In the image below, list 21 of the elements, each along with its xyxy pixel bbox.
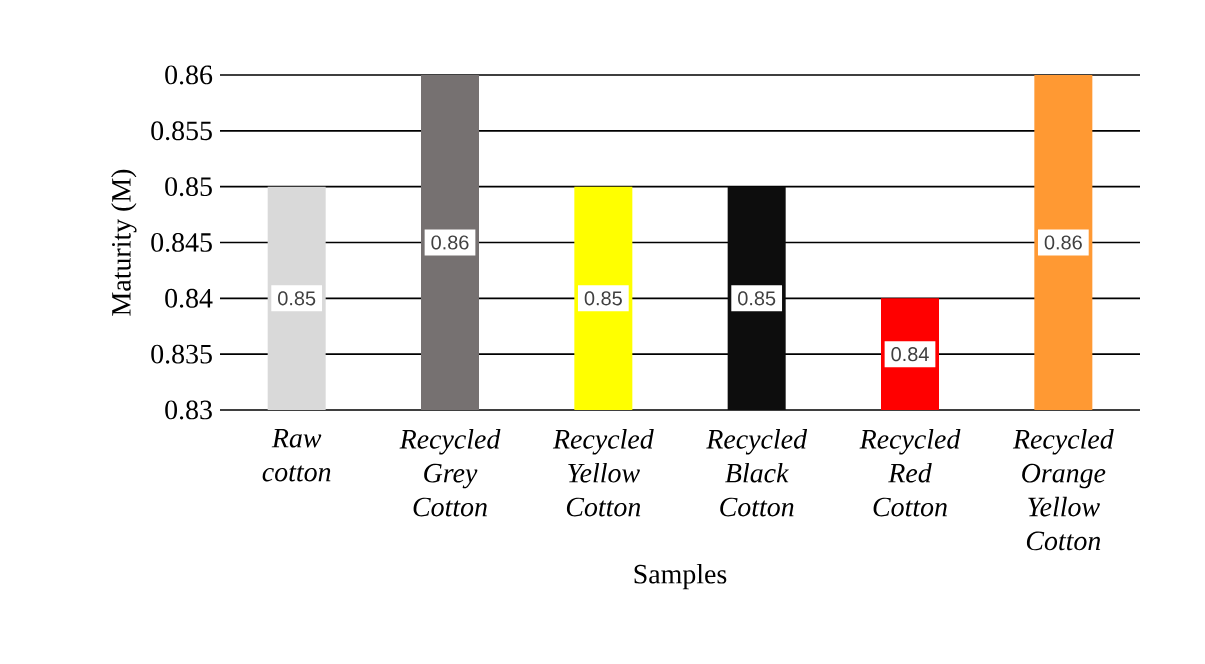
data-label: 0.86	[1044, 235, 1082, 250]
y-tick-label: 0.845	[151, 233, 212, 252]
data-label: 0.85	[278, 291, 316, 306]
y-tick-label: 0.84	[165, 288, 213, 308]
data-label: 0.86	[431, 235, 469, 250]
y-tick-label: 0.855	[151, 121, 212, 141]
y-tick-label: 0.835	[151, 344, 212, 364]
y-tick-label: 0.86	[165, 65, 213, 85]
data-label: 0.85	[584, 291, 622, 306]
x-tick-label: Recycled Red Cotton	[859, 429, 961, 517]
data-label: 0.84	[891, 347, 929, 362]
x-tick-label: Recycled Black Cotton	[706, 429, 808, 517]
y-tick-label: 0.83	[165, 400, 212, 420]
y-tick-label: 0.85	[165, 177, 212, 197]
x-tick-label: Raw cotton	[262, 429, 331, 482]
x-tick-label: Recycled Grey Cotton	[399, 429, 501, 517]
x-axis-title: Samples	[634, 563, 727, 590]
y-axis-title: Maturity (M)	[111, 169, 137, 316]
x-tick-label: Recycled Yellow Cotton	[552, 429, 654, 517]
data-label: 0.85	[738, 291, 776, 306]
x-tick-label: Recycled Orange Yellow Cotton	[1012, 429, 1114, 551]
